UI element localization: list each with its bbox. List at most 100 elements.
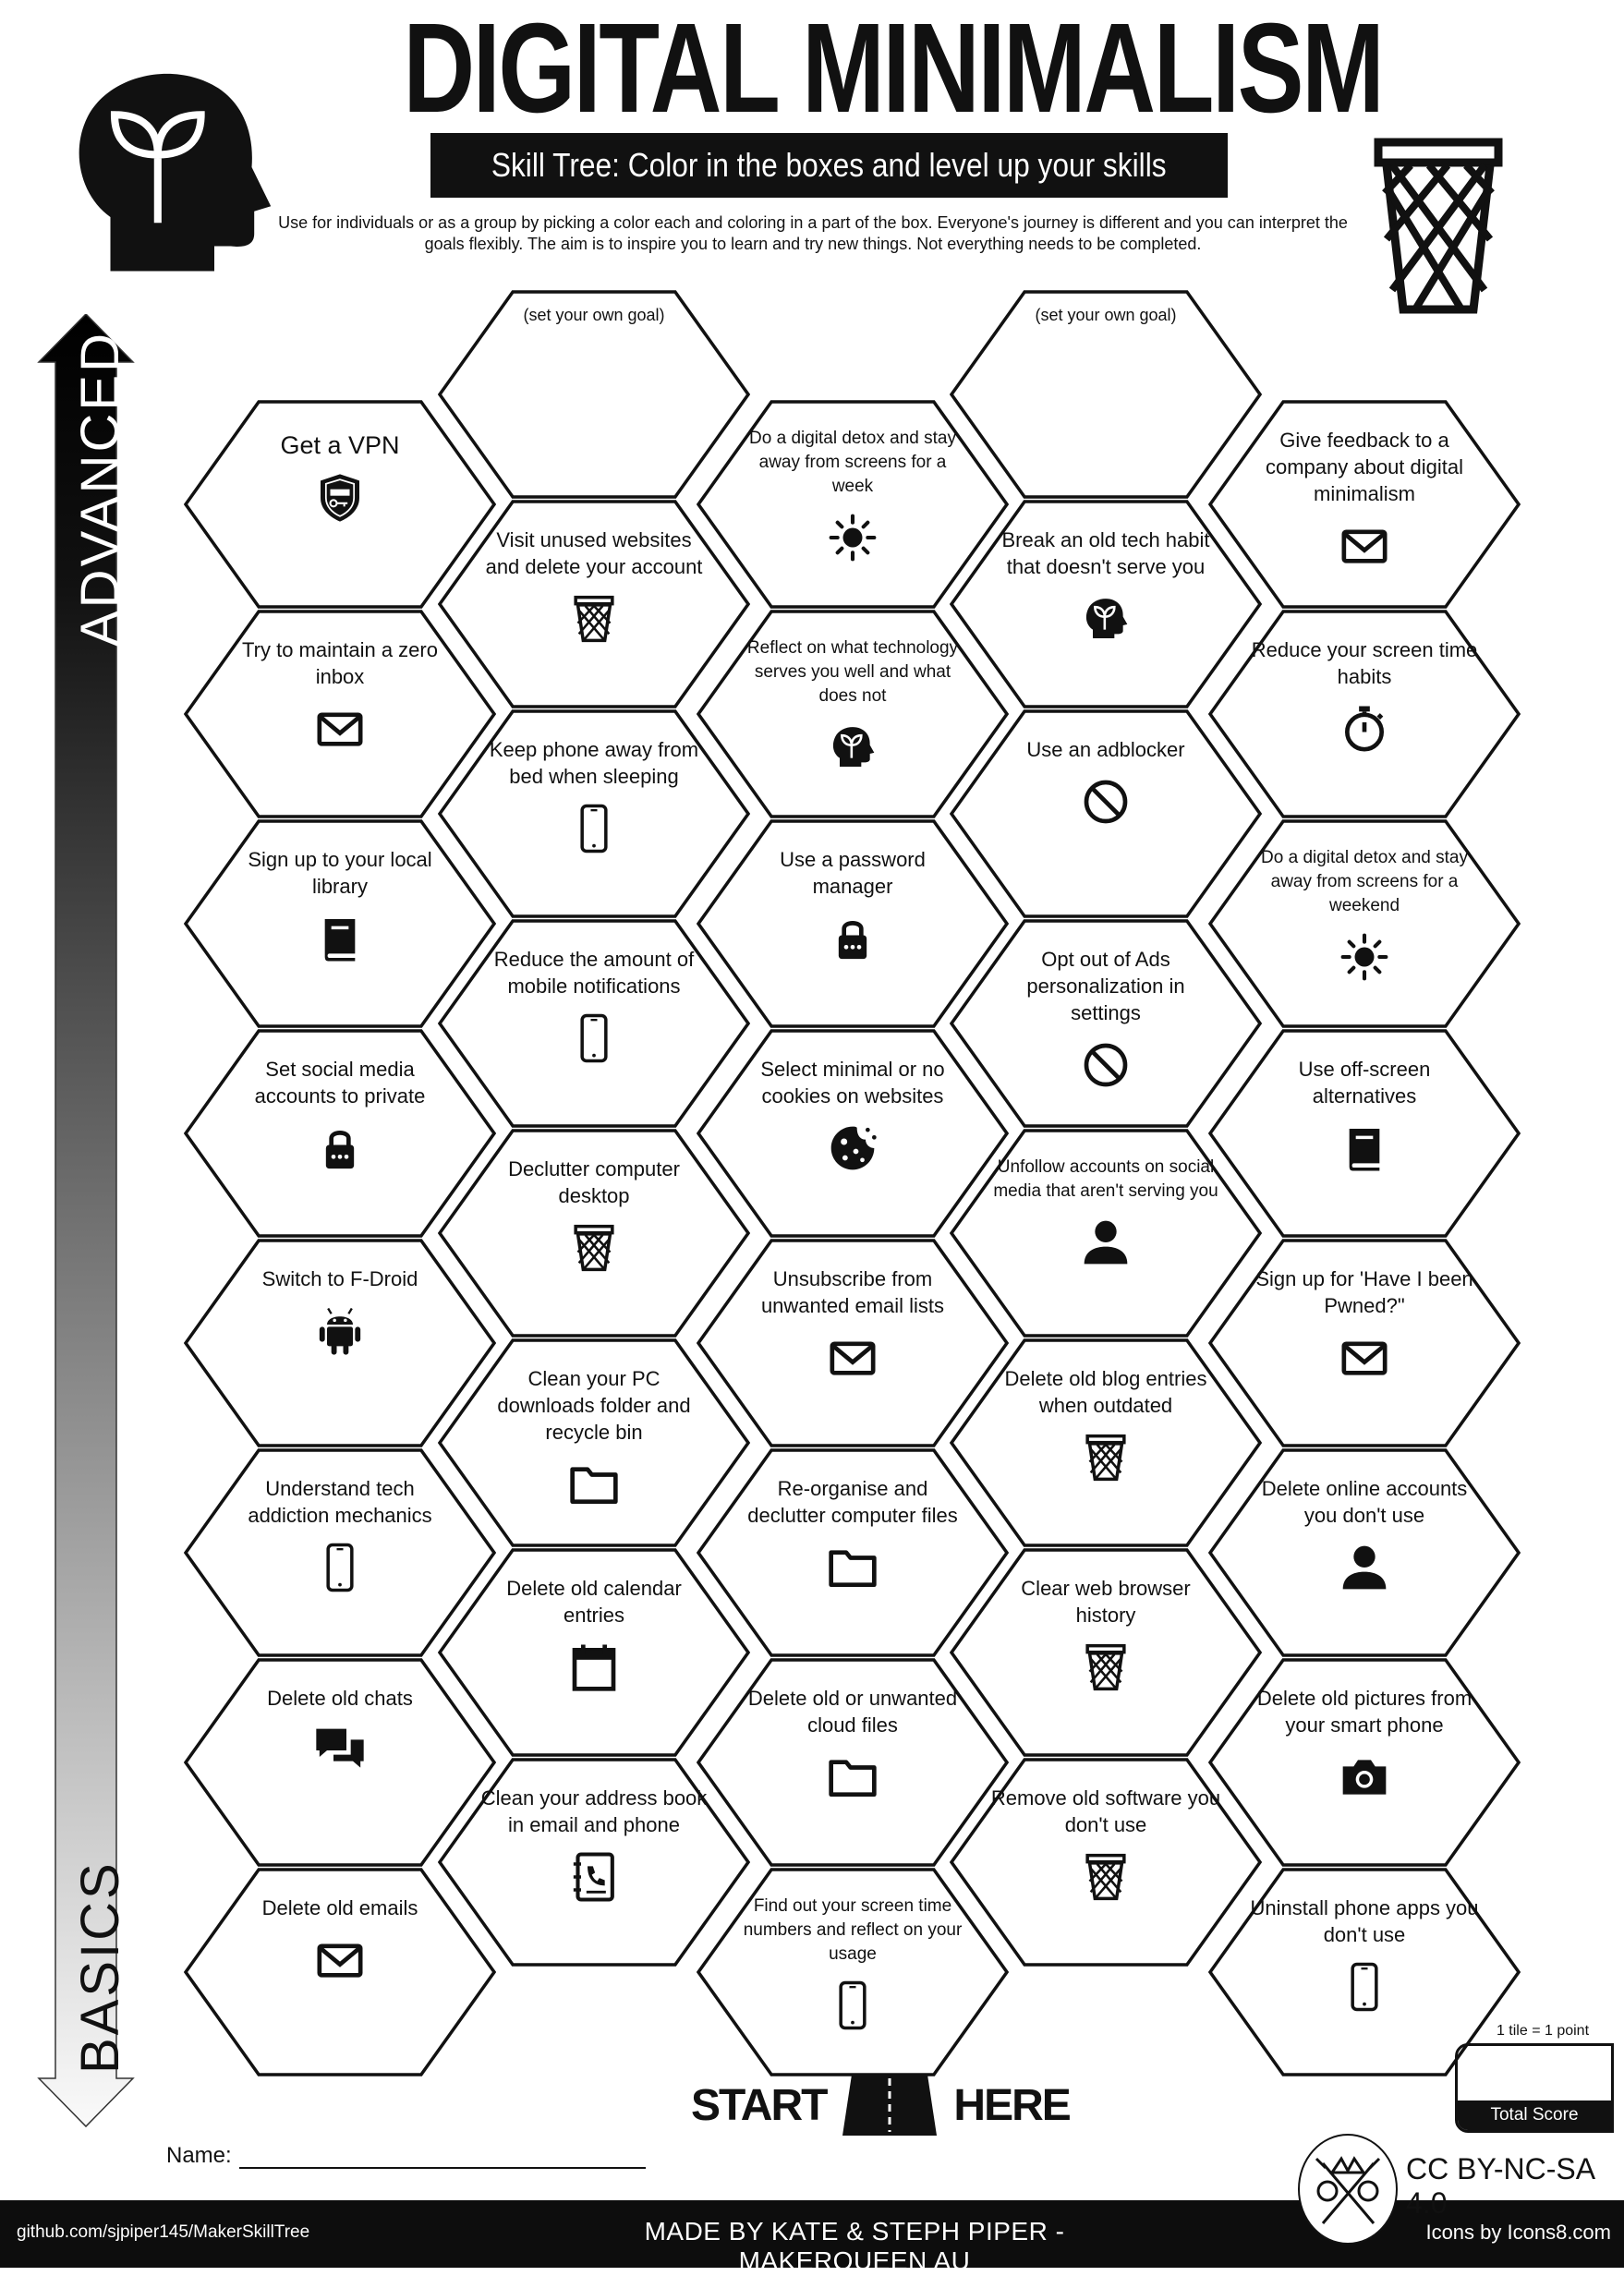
skill-tile[interactable]: Use an adblocker — [950, 708, 1262, 919]
tile-content: Use an adblocker — [950, 708, 1262, 919]
skill-tile[interactable]: (set your own goal) — [950, 289, 1262, 500]
skill-tile[interactable]: Break an old tech habit that doesn't ser… — [950, 499, 1262, 709]
envelope-icon — [1339, 1332, 1390, 1384]
chats-icon — [314, 1725, 366, 1776]
skill-label: Switch to F-Droid — [261, 1267, 418, 1290]
skill-tile[interactable]: Clean your PC downloads folder and recyc… — [438, 1338, 750, 1548]
skill-tile[interactable]: Re-organise and declutter computer files — [697, 1447, 1009, 1658]
lock-icon — [314, 1122, 366, 1174]
skill-label: Clean your PC downloads folder and recyc… — [497, 1367, 691, 1444]
skill-tile[interactable]: Understand tech addiction mechanics — [184, 1447, 496, 1658]
skill-tile[interactable]: Try to maintain a zero inbox — [184, 609, 496, 819]
skill-label: Delete old emails — [261, 1896, 418, 1919]
license-text: CC BY-NC-SA 4.0 — [1406, 2152, 1594, 2220]
skill-tile[interactable]: Unsubscribe from unwanted email lists — [697, 1238, 1009, 1448]
start-text: START — [691, 2080, 828, 2130]
skill-label: Use off-screen alternatives — [1298, 1058, 1431, 1108]
name-field[interactable]: Name: — [166, 2143, 646, 2169]
skill-tile[interactable]: Delete online accounts you don't use — [1208, 1447, 1521, 1658]
skill-tile[interactable]: Find out your screen time numbers and re… — [697, 1867, 1009, 2077]
sun-icon — [827, 512, 879, 563]
calendar-icon — [568, 1641, 620, 1693]
tile-content: Reduce your screen time habits — [1208, 609, 1521, 819]
tile-content: Keep phone away from bed when sleeping — [438, 708, 750, 919]
skill-tile[interactable]: Do a digital detox and stay away from sc… — [697, 399, 1009, 610]
skill-label: Try to maintain a zero inbox — [242, 638, 438, 688]
skill-tile[interactable]: Opt out of Ads personalization in settin… — [950, 918, 1262, 1129]
tile-content: Understand tech addiction mechanics — [184, 1447, 496, 1658]
skill-tile[interactable]: Clear web browser history — [950, 1547, 1262, 1758]
tile-content: (set your own goal) — [438, 289, 750, 500]
tile-content: Sign up for 'Have I been Pwned?" — [1208, 1238, 1521, 1448]
skill-label: Unsubscribe from unwanted email lists — [760, 1267, 945, 1317]
subtitle-text: Skill Tree: Color in the boxes and level… — [491, 146, 1167, 184]
camera-icon — [1339, 1751, 1390, 1803]
skill-label: Do a digital detox and stay away from sc… — [749, 429, 956, 496]
skill-tile[interactable]: Delete old blog entries when outdated — [950, 1338, 1262, 1548]
cookie-icon — [827, 1122, 879, 1174]
skill-tile[interactable]: Reduce the amount of mobile notification… — [438, 918, 750, 1129]
folder-icon — [568, 1459, 620, 1510]
total-score-label: Total Score — [1458, 2100, 1611, 2130]
skill-label: Delete old calendar entries — [506, 1577, 682, 1627]
skill-tile[interactable]: Remove old software you don't use — [950, 1757, 1262, 1967]
skill-tile[interactable]: Give feedback to a company about digital… — [1208, 399, 1521, 610]
skill-tile[interactable]: Declutter computer desktop — [438, 1128, 750, 1338]
skill-tile[interactable]: Sign up for 'Have I been Pwned?" — [1208, 1238, 1521, 1448]
tile-content: Try to maintain a zero inbox — [184, 609, 496, 819]
description: Use for individuals or as a group by pic… — [278, 213, 1348, 253]
tile-content: Remove old software you don't use — [950, 1757, 1262, 1967]
tile-content: Visit unused websites and delete your ac… — [438, 499, 750, 709]
tile-content: Re-organise and declutter computer files — [697, 1447, 1009, 1658]
skill-tile[interactable]: Delete old calendar entries — [438, 1547, 750, 1758]
skill-tile[interactable]: Delete old chats — [184, 1657, 496, 1868]
tile-content: Clear web browser history — [950, 1547, 1262, 1758]
skill-tile[interactable]: Reduce your screen time habits — [1208, 609, 1521, 819]
page-title: DIGITAL MINIMALISM — [403, 0, 1384, 139]
progress-arrow — [37, 314, 135, 2128]
skill-tile[interactable]: Reflect on what technology serves you we… — [697, 609, 1009, 819]
skill-tile[interactable]: Sign up to your local library — [184, 818, 496, 1029]
skill-label: Clean your address book in email and pho… — [480, 1786, 708, 1836]
set-own-goal-label: (set your own goal) — [1035, 306, 1177, 324]
skill-tile[interactable]: Use a password manager — [697, 818, 1009, 1029]
subtitle-banner: Skill Tree: Color in the boxes and level… — [430, 133, 1228, 198]
skill-tile[interactable]: Set social media accounts to private — [184, 1028, 496, 1239]
skill-tile[interactable]: Keep phone away from bed when sleeping — [438, 708, 750, 919]
skill-label: Use a password manager — [780, 848, 926, 898]
name-line[interactable] — [238, 2147, 646, 2169]
stopwatch-icon — [1339, 703, 1390, 755]
tile-content: Declutter computer desktop — [438, 1128, 750, 1338]
skill-tile[interactable]: Uninstall phone apps you don't use — [1208, 1867, 1521, 2077]
skill-tile[interactable]: Visit unused websites and delete your ac… — [438, 499, 750, 709]
tile-content: Delete old calendar entries — [438, 1547, 750, 1758]
skill-label: Use an adblocker — [1026, 738, 1185, 761]
tile-content: Delete online accounts you don't use — [1208, 1447, 1521, 1658]
skill-tile[interactable]: Select minimal or no cookies on websites — [697, 1028, 1009, 1239]
skill-tile[interactable]: Unfollow accounts on social media that a… — [950, 1128, 1262, 1338]
trash-icon — [1080, 1851, 1132, 1903]
person-icon — [1080, 1217, 1132, 1268]
credit-text: MADE BY KATE & STEPH PIPER - MAKERQUEEN … — [644, 2217, 1065, 2275]
book-icon — [314, 913, 366, 964]
folder-icon — [827, 1542, 879, 1593]
icons-credit: Icons by Icons8.com — [1425, 2221, 1611, 2244]
skill-tile[interactable]: Do a digital detox and stay away from sc… — [1208, 818, 1521, 1029]
github-link[interactable]: github.com/sjpiper145/MakerSkillTree — [17, 2222, 310, 2242]
skill-label: Uninstall phone apps you don't use — [1250, 1896, 1479, 1946]
skill-tile[interactable]: Switch to F-Droid — [184, 1238, 496, 1448]
skill-tile[interactable]: Get a VPN — [184, 399, 496, 610]
skill-tile[interactable]: Delete old or unwanted cloud files — [697, 1657, 1009, 1868]
skill-tile[interactable]: (set your own goal) — [438, 289, 750, 500]
total-score-box[interactable]: Total Score — [1455, 2043, 1614, 2133]
skill-tile[interactable]: Delete old pictures from your smart phon… — [1208, 1657, 1521, 1868]
skill-label: Unfollow accounts on social media that a… — [993, 1157, 1218, 1201]
tile-content: Get a VPN — [184, 399, 496, 610]
skill-tile[interactable]: Use off-screen alternatives — [1208, 1028, 1521, 1239]
no-sign-icon — [1080, 1039, 1132, 1091]
phone-icon — [314, 1542, 366, 1593]
tile-content: Clean your address book in email and pho… — [438, 1757, 750, 1967]
skill-tile[interactable]: Clean your address book in email and pho… — [438, 1757, 750, 1967]
skill-tile[interactable]: Delete old emails — [184, 1867, 496, 2077]
tile-content: Delete old blog entries when outdated — [950, 1338, 1262, 1548]
